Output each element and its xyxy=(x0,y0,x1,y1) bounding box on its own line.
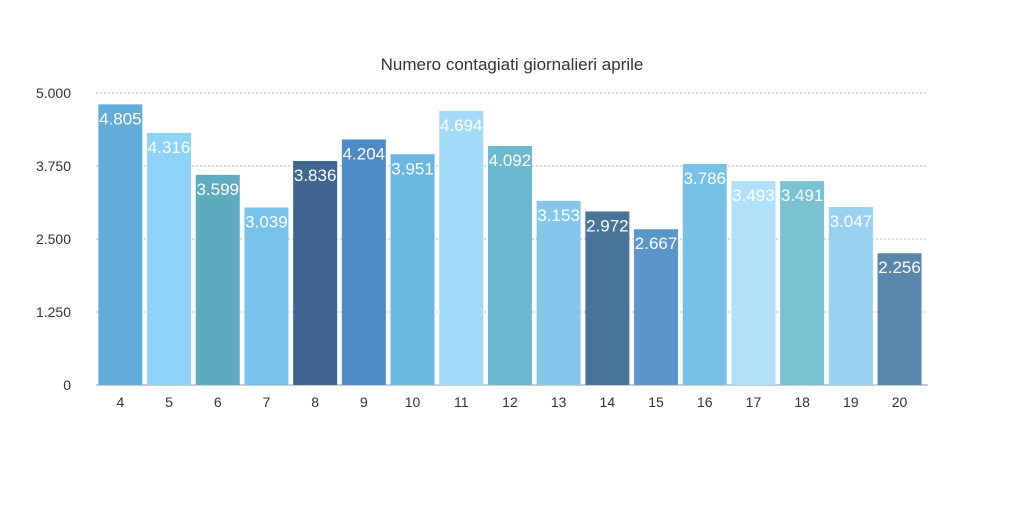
bar-value-label: 3.786 xyxy=(683,169,726,188)
bar xyxy=(634,229,679,385)
x-tick-label: 9 xyxy=(360,394,368,410)
x-tick-label: 17 xyxy=(746,394,762,410)
y-tick-label: 1.250 xyxy=(36,304,71,320)
bar-value-label: 2.972 xyxy=(586,216,629,235)
x-tick-label: 19 xyxy=(843,394,859,410)
bar-value-label: 4.694 xyxy=(440,116,483,135)
x-tick-label: 6 xyxy=(214,394,222,410)
x-tick-label: 11 xyxy=(454,394,469,410)
bar xyxy=(293,160,338,385)
chart-title: Numero contagiati giornalieri aprile xyxy=(380,55,644,74)
bar xyxy=(98,104,143,385)
bar xyxy=(341,139,386,385)
bar xyxy=(780,181,825,385)
bar-value-label: 3.599 xyxy=(196,180,239,199)
x-tick-label: 12 xyxy=(502,394,518,410)
x-tick-label: 10 xyxy=(405,394,421,410)
x-tick-label: 13 xyxy=(551,394,567,410)
y-tick-label: 0 xyxy=(63,377,71,393)
bar xyxy=(536,200,581,385)
bar-value-label: 3.047 xyxy=(830,212,873,231)
bar-value-label: 4.204 xyxy=(343,144,386,163)
x-tick-label: 15 xyxy=(648,394,664,410)
bar xyxy=(585,211,630,385)
x-tick-label: 18 xyxy=(794,394,810,410)
bar xyxy=(439,110,484,386)
bar xyxy=(244,207,289,385)
x-tick-label: 8 xyxy=(311,394,319,410)
x-tick-label: 4 xyxy=(116,394,124,410)
x-tick-label: 5 xyxy=(165,394,173,410)
bar xyxy=(147,132,192,385)
x-tick-label: 16 xyxy=(697,394,713,410)
bar-value-label: 3.491 xyxy=(781,186,824,205)
bar-value-label: 3.836 xyxy=(294,166,337,185)
bar-value-label: 3.153 xyxy=(537,206,580,225)
bar xyxy=(828,207,873,385)
bar-value-label: 2.256 xyxy=(878,258,921,277)
bar-value-label: 3.039 xyxy=(245,213,288,232)
y-tick-label: 3.750 xyxy=(36,158,71,174)
y-tick-label: 2.500 xyxy=(36,231,71,247)
bar-value-label: 3.951 xyxy=(391,159,434,178)
bar-value-label: 2.667 xyxy=(635,234,678,253)
y-tick-label: 5.000 xyxy=(36,85,71,101)
x-tick-label: 7 xyxy=(263,394,271,410)
bar xyxy=(682,163,727,385)
bar xyxy=(390,154,435,385)
bar xyxy=(195,174,240,385)
bar-value-label: 4.316 xyxy=(148,138,191,157)
bar-value-label: 4.092 xyxy=(489,151,532,170)
bar xyxy=(487,146,532,385)
bar xyxy=(731,181,776,385)
bar-value-label: 3.493 xyxy=(732,186,775,205)
x-tick-label: 14 xyxy=(600,394,616,410)
bar-value-label: 4.805 xyxy=(99,109,142,128)
x-tick-label: 20 xyxy=(892,394,908,410)
bar xyxy=(877,253,922,385)
